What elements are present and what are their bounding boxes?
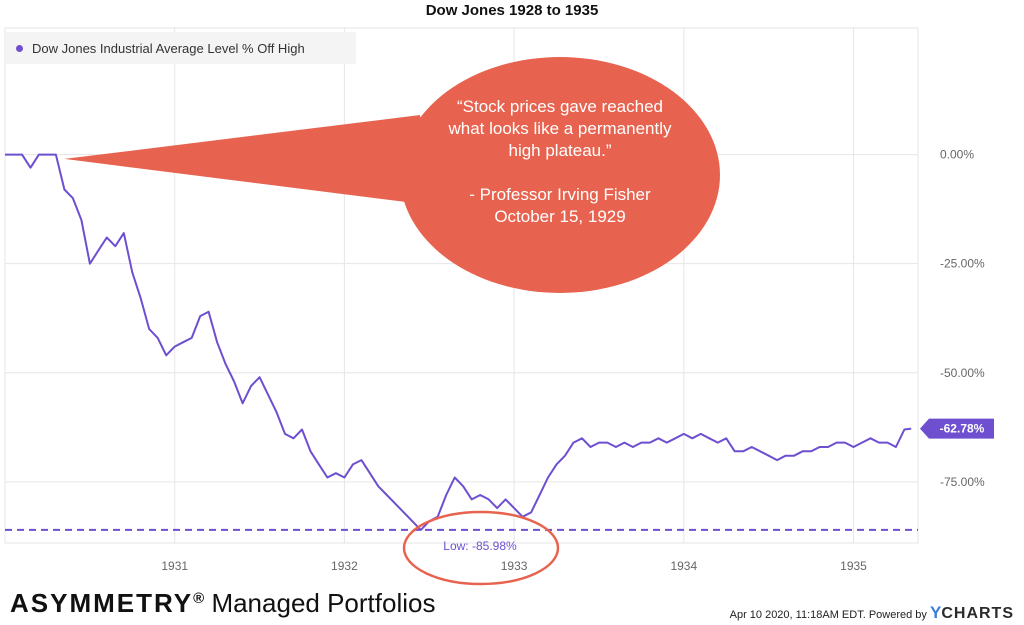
legend-dot-icon xyxy=(16,44,23,52)
quote-attribution: - Professor Irving Fisher xyxy=(469,185,651,204)
y-axis-ticks: 0.00% -25.00% -50.00% -75.00% xyxy=(940,148,985,489)
quote-line: high plateau.” xyxy=(508,141,612,160)
y-tick-label: -75.00% xyxy=(940,475,985,489)
low-label: Low: -85.98% xyxy=(443,539,517,553)
x-tick-label: 1933 xyxy=(501,559,528,573)
quote-spacer xyxy=(415,162,705,184)
x-tick-label: 1935 xyxy=(840,559,867,573)
low-highlight-ring xyxy=(402,510,560,586)
low-label-group: Low: -85.98% xyxy=(402,510,560,586)
y-tick-label: -50.00% xyxy=(940,366,985,380)
current-value-tag-shape xyxy=(920,418,994,439)
y-tick-label: -25.00% xyxy=(940,257,985,271)
current-value-label: -62.78% xyxy=(940,422,985,436)
x-tick-label: 1934 xyxy=(670,559,697,573)
brand-subtitle: Managed Portfolios xyxy=(204,588,436,618)
brand-name: ASYMMETRY xyxy=(10,588,194,618)
ycharts-logo-text: CHARTS xyxy=(941,605,1014,622)
registered-mark: ® xyxy=(193,590,205,607)
bubble-tail xyxy=(64,115,431,205)
brand-logo: ASYMMETRY® Managed Portfolios xyxy=(10,588,435,619)
y-tick-label: 0.00% xyxy=(940,148,974,162)
x-tick-label: 1931 xyxy=(161,559,188,573)
legend: Dow Jones Industrial Average Level % Off… xyxy=(6,32,356,64)
powered-by: Powered by xyxy=(868,609,927,621)
quote-line: what looks like a permanently xyxy=(448,119,672,138)
plot-frame xyxy=(4,27,919,544)
chart-title: Dow Jones 1928 to 1935 xyxy=(425,2,599,19)
quote-line: “Stock prices gave reached xyxy=(457,97,663,116)
footer: Apr 10 2020, 11:18AM EDT. Powered by YCH… xyxy=(730,603,1014,623)
quote-date: October 15, 1929 xyxy=(494,207,626,226)
x-tick-label: 1932 xyxy=(331,559,358,573)
x-axis-ticks: 1931 1932 1933 1934 1935 xyxy=(161,559,867,573)
ycharts-logo-y: Y xyxy=(929,603,942,622)
quote-text: “Stock prices gave reached what looks li… xyxy=(415,96,705,228)
current-value-tag: -62.78% xyxy=(920,418,994,439)
annotation-bubble xyxy=(64,57,720,293)
legend-label: Dow Jones Industrial Average Level % Off… xyxy=(32,40,305,56)
timestamp: Apr 10 2020, 11:18AM EDT. xyxy=(729,609,866,621)
bubble-body xyxy=(400,57,720,293)
series-line xyxy=(5,153,912,531)
